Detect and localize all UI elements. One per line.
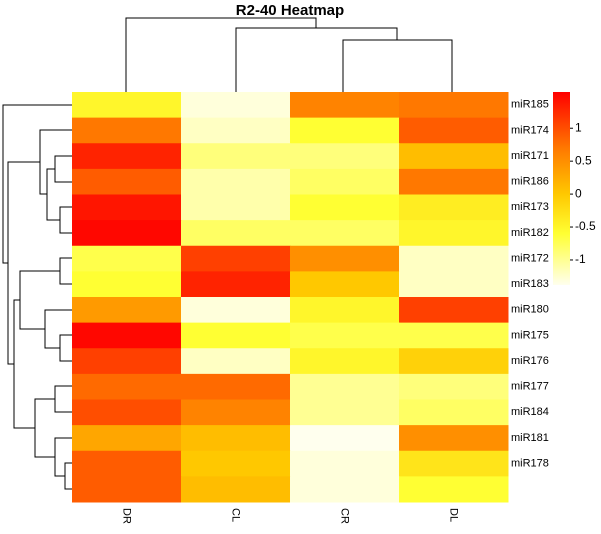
heatmap-cell	[181, 194, 291, 221]
heatmap-cell	[72, 297, 182, 324]
heatmap-cell	[399, 143, 509, 170]
heatmap-cell	[72, 322, 182, 349]
heatmap-cell	[290, 245, 400, 272]
heatmap-cell	[399, 271, 509, 298]
heatmap-cell	[290, 297, 400, 324]
row-label: miR173	[511, 201, 549, 213]
heatmap-cell	[181, 425, 291, 452]
heatmap-cell	[290, 168, 400, 195]
heatmap-cell	[399, 117, 509, 144]
row-label: miR185	[511, 99, 549, 111]
column-label: DL	[448, 508, 460, 522]
heatmap-cell	[72, 245, 182, 272]
heatmap-cell	[72, 399, 182, 426]
row-dendrogram	[2, 104, 72, 490]
heatmap-cell	[72, 271, 182, 298]
row-label: miR171	[511, 150, 549, 162]
row-label: miR183	[511, 278, 549, 290]
heatmap-cell	[290, 271, 400, 298]
row-label: miR182	[511, 227, 549, 239]
heatmap-cell	[399, 322, 509, 349]
colorbar-tick-label: 1	[575, 120, 582, 134]
heatmap-cell	[72, 194, 182, 221]
heatmap-cell	[72, 425, 182, 452]
heatmap-cell	[181, 373, 291, 400]
heatmap-cell	[181, 271, 291, 298]
heatmap-cell	[72, 373, 182, 400]
heatmap-cell	[181, 348, 291, 375]
colorbar	[553, 92, 570, 285]
heatmap-cell	[72, 348, 182, 375]
row-label: miR186	[511, 176, 549, 188]
heatmap-cell	[290, 92, 400, 119]
column-dendrogram	[125, 17, 453, 92]
heatmap-cell	[72, 92, 182, 119]
heatmap-cell	[290, 117, 400, 144]
row-label: miR176	[511, 355, 549, 367]
column-label: CL	[230, 508, 242, 522]
heatmap-cell	[72, 117, 182, 144]
column-label: CR	[339, 508, 351, 524]
heatmap-cell	[399, 220, 509, 247]
heatmap-cell	[72, 476, 182, 503]
row-label: miR181	[511, 432, 549, 444]
heatmap-cell	[181, 399, 291, 426]
heatmap-cell	[290, 476, 400, 503]
row-label: miR177	[511, 381, 549, 393]
heatmap-cell	[399, 92, 509, 119]
heatmap-cell	[72, 168, 182, 195]
colorbar-tick-label: 0	[575, 186, 582, 200]
heatmap-cell	[181, 168, 291, 195]
heatmap-cell	[399, 168, 509, 195]
chart-title: R2-40 Heatmap	[236, 2, 344, 19]
heatmap-cell	[290, 450, 400, 477]
heatmap-cell	[399, 348, 509, 375]
heatmap-cell	[399, 194, 509, 221]
heatmap-cell	[72, 220, 182, 247]
heatmap-cell	[181, 220, 291, 247]
colorbar-tick-label: -0.5	[575, 219, 596, 233]
heatmap-cell	[399, 476, 509, 503]
heatmap-cell	[181, 450, 291, 477]
heatmap-cell	[290, 373, 400, 400]
heatmap-cell	[181, 322, 291, 349]
colorbar-tick-label: 0.5	[575, 153, 592, 167]
heatmap-cell	[399, 373, 509, 400]
heatmap-cell	[290, 143, 400, 170]
heatmap-cell	[290, 194, 400, 221]
heatmap-cell	[399, 425, 509, 452]
heatmap-cell	[399, 297, 509, 324]
heatmap-cell	[181, 245, 291, 272]
heatmap-cell	[290, 425, 400, 452]
row-label: miR174	[511, 124, 549, 136]
row-label: miR180	[511, 304, 549, 316]
row-label: miR175	[511, 329, 549, 341]
row-label: miR184	[511, 406, 549, 418]
row-label: miR172	[511, 252, 549, 264]
colorbar-tick-label: -1	[575, 252, 586, 266]
heatmap-cell	[399, 245, 509, 272]
heatmap-cell	[290, 220, 400, 247]
heatmap-cell	[181, 297, 291, 324]
heatmap-cell	[72, 450, 182, 477]
heatmap-cell	[290, 399, 400, 426]
heatmap-cell	[290, 348, 400, 375]
heatmap-cell	[181, 92, 291, 119]
column-label: DR	[121, 508, 133, 524]
heatmap-cell	[399, 450, 509, 477]
heatmap-cell	[181, 143, 291, 170]
heatmap-cell	[399, 399, 509, 426]
heatmap-cell	[72, 143, 182, 170]
heatmap-cell	[181, 117, 291, 144]
row-label: miR178	[511, 457, 549, 469]
heatmap-cell	[181, 476, 291, 503]
heatmap-cell	[290, 322, 400, 349]
